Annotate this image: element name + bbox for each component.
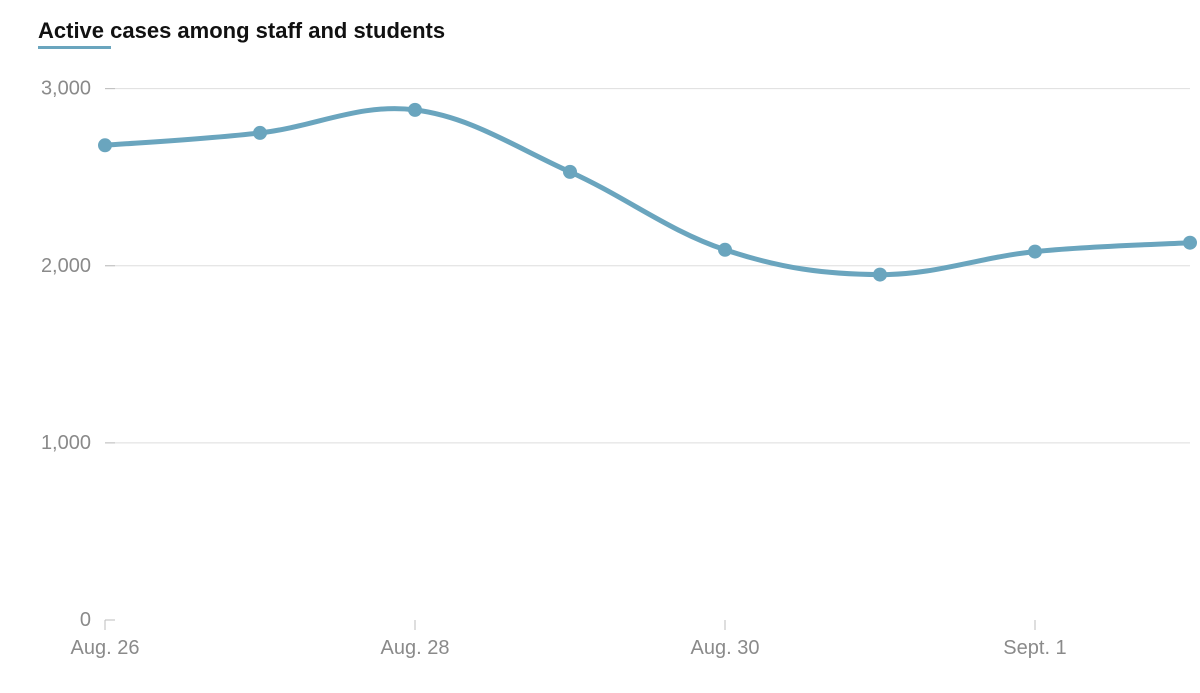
y-tick-label: 2,000 (41, 255, 91, 277)
series-marker (253, 126, 267, 140)
series-marker (718, 243, 732, 257)
series-marker (1183, 236, 1197, 250)
x-tick-label: Aug. 26 (71, 637, 140, 659)
series-marker (408, 103, 422, 117)
series-marker (563, 165, 577, 179)
chart-title: Active cases among staff and students (38, 18, 445, 44)
x-tick-label: Aug. 28 (381, 637, 450, 659)
series-marker (98, 138, 112, 152)
series-marker (1028, 245, 1042, 259)
y-tick-label: 3,000 (41, 78, 91, 100)
series-line (105, 109, 1190, 275)
y-tick-label: 1,000 (41, 432, 91, 454)
y-tick-label: 0 (80, 609, 91, 631)
chart-container: Active cases among staff and students 0 1… (0, 0, 1200, 693)
chart-title-underline (38, 46, 111, 49)
x-tick-label: Aug. 30 (691, 637, 760, 659)
line-chart: 0 1,000 2,000 3,000 Aug. 26 Aug. 28 Aug. 30 Sep… (0, 0, 1200, 693)
series-marker (873, 268, 887, 282)
x-tick-label: Sept. 1 (1003, 637, 1066, 659)
